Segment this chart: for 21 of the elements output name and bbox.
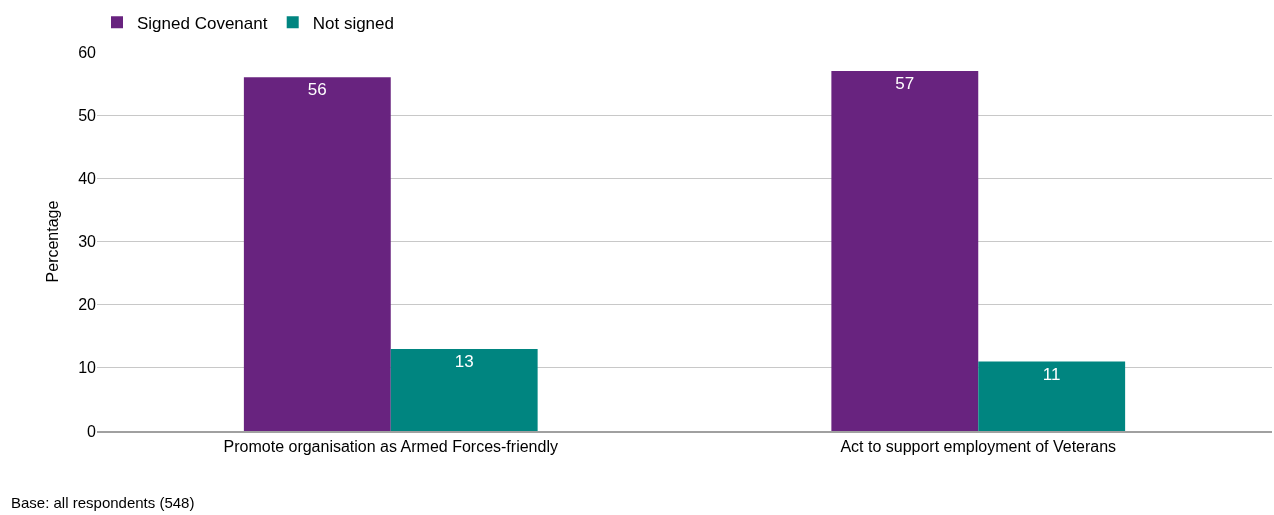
y-tick-label: 10 — [78, 359, 97, 377]
bar — [978, 361, 1126, 431]
y-tick-label: 40 — [78, 169, 97, 187]
x-tick-label: Promote organisation as Armed Forces-friendly — [223, 438, 558, 456]
bar — [243, 77, 391, 431]
legend-label: Signed Covenant — [137, 13, 268, 33]
bar — [831, 70, 979, 431]
y-tick-label: 20 — [78, 296, 97, 314]
data-label: 13 — [454, 351, 474, 371]
y-tick-label: 50 — [78, 106, 97, 124]
data-label: 56 — [307, 80, 327, 100]
y-tick-label: 30 — [78, 233, 97, 251]
y-tick-label: 0 — [87, 422, 97, 440]
legend-label: Not signed — [312, 13, 394, 33]
y-axis-title: Percentage — [44, 200, 62, 283]
data-label: 11 — [1042, 364, 1061, 384]
bar — [390, 348, 538, 431]
y-tick-label: 60 — [78, 43, 97, 61]
x-tick-label: Act to support employment of Veterans — [840, 438, 1117, 456]
text: Base: all respondents (548) — [11, 494, 195, 511]
data-label: 57 — [895, 73, 915, 93]
